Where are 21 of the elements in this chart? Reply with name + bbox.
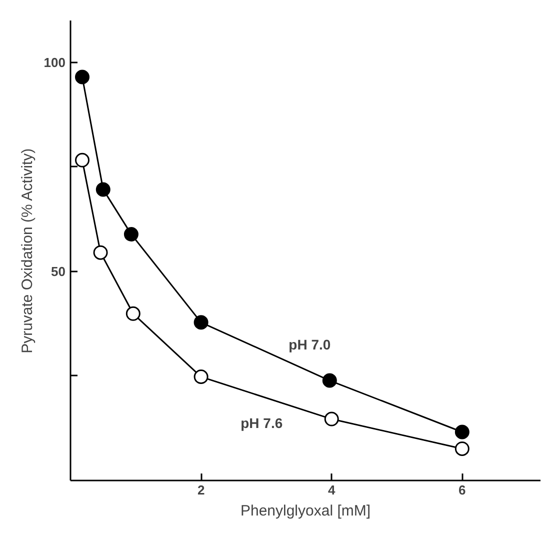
series-label: pH 7.0 xyxy=(288,336,331,353)
point xyxy=(126,306,140,321)
x-tick-label: 2 xyxy=(197,482,205,498)
x-tick-label: 4 xyxy=(328,482,336,498)
point xyxy=(124,226,138,242)
point xyxy=(322,373,337,388)
point xyxy=(75,152,90,168)
point xyxy=(96,182,110,197)
x-tick-label: 6 xyxy=(458,482,466,498)
series-label: pH 7.6 xyxy=(240,415,283,432)
y-tick-label: 50 xyxy=(51,264,66,279)
point xyxy=(194,370,208,384)
point xyxy=(93,245,108,260)
y-axis-title: Pyruvate Oxidation (% Activity) xyxy=(18,148,36,354)
point xyxy=(194,315,208,330)
point xyxy=(454,441,470,456)
y-tick-label: 100 xyxy=(44,54,66,70)
point xyxy=(75,70,90,84)
x-axis-title: Phenylglyoxal [mM] xyxy=(240,502,371,520)
point xyxy=(454,424,470,440)
point xyxy=(324,412,339,426)
